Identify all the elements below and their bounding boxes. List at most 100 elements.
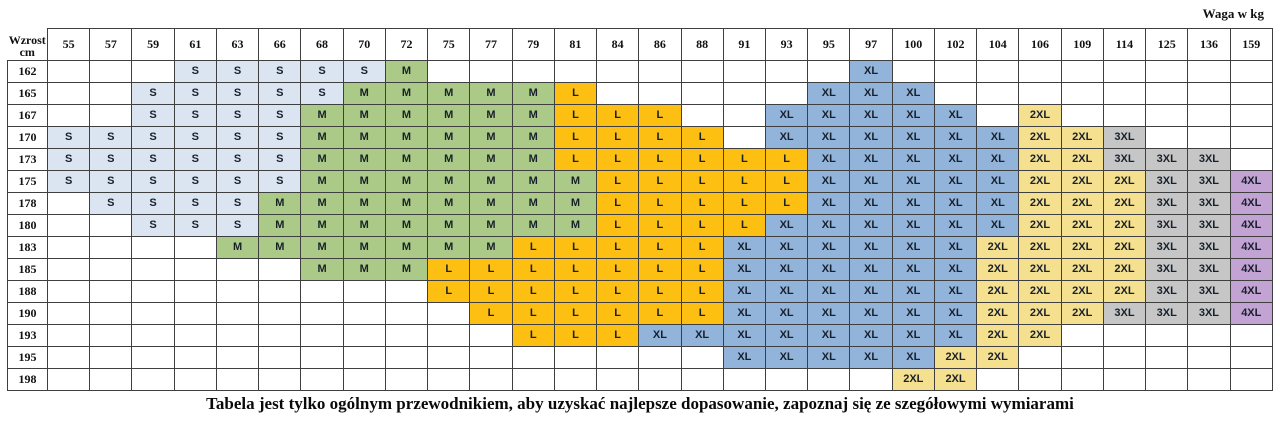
weight-header: 125 <box>1145 28 1189 61</box>
empty-cell <box>1229 323 1274 347</box>
size-cell: 2XL <box>1018 169 1062 193</box>
empty-cell <box>1060 345 1104 369</box>
size-cell: XL <box>976 191 1020 215</box>
size-cell: 3XL <box>1102 301 1147 325</box>
height-header: 180 <box>7 213 48 237</box>
empty-cell <box>891 59 935 83</box>
size-cell: XL <box>891 191 935 215</box>
size-cell: L <box>638 279 682 303</box>
size-cell: M <box>427 169 471 193</box>
empty-cell <box>976 367 1020 391</box>
size-cell: XL <box>976 147 1020 171</box>
empty-cell <box>638 367 682 391</box>
size-cell: S <box>258 59 302 83</box>
empty-cell <box>1187 323 1231 347</box>
size-cell: XL <box>849 81 893 105</box>
size-cell: XL <box>807 125 851 149</box>
size-cell: 3XL <box>1145 279 1189 303</box>
size-cell: XL <box>891 81 935 105</box>
height-header: 198 <box>7 367 48 391</box>
size-cell: XL <box>891 147 935 171</box>
weight-header: 57 <box>89 28 133 61</box>
size-cell: L <box>553 301 598 325</box>
size-cell: M <box>342 235 386 259</box>
empty-cell <box>300 279 344 303</box>
empty-cell <box>469 367 513 391</box>
empty-cell <box>1187 81 1231 105</box>
size-cell: XL <box>891 279 935 303</box>
empty-cell <box>173 345 217 369</box>
empty-cell <box>89 213 133 237</box>
size-cell: 2XL <box>1018 257 1062 281</box>
size-cell: M <box>511 191 555 215</box>
empty-cell <box>511 345 555 369</box>
size-cell: S <box>131 191 175 215</box>
empty-cell <box>342 345 386 369</box>
weight-header: 66 <box>258 28 302 61</box>
empty-cell <box>553 345 598 369</box>
table-row: 198 2XL 2XL <box>7 367 1274 391</box>
size-cell: M <box>511 81 555 105</box>
size-cell: L <box>553 81 598 105</box>
size-cell: L <box>596 103 640 127</box>
size-cell: M <box>300 235 344 259</box>
empty-cell <box>258 367 302 391</box>
size-cell: S <box>342 59 386 83</box>
size-cell: XL <box>933 147 978 171</box>
size-cell: L <box>469 301 513 325</box>
weight-header: 104 <box>976 28 1020 61</box>
height-header: 188 <box>7 279 48 303</box>
empty-cell <box>976 103 1020 127</box>
empty-cell <box>131 367 175 391</box>
size-cell: S <box>173 147 217 171</box>
empty-cell <box>1145 81 1189 105</box>
size-cell: M <box>469 169 513 193</box>
size-cell: L <box>596 257 640 281</box>
size-cell: XL <box>976 213 1020 237</box>
size-cell: XL <box>807 301 851 325</box>
empty-cell <box>46 59 91 83</box>
weight-header: 136 <box>1187 28 1231 61</box>
size-cell: S <box>258 169 302 193</box>
size-cell: L <box>553 257 598 281</box>
empty-cell <box>427 345 471 369</box>
size-cell: 3XL <box>1102 147 1147 171</box>
size-cell: 3XL <box>1187 213 1231 237</box>
empty-cell <box>1187 345 1231 369</box>
empty-cell <box>46 235 91 259</box>
size-cell: L <box>553 323 598 347</box>
empty-cell <box>384 345 429 369</box>
size-cell: 2XL <box>1102 235 1147 259</box>
size-cell: M <box>384 147 429 171</box>
size-cell: S <box>258 81 302 105</box>
size-cell: XL <box>807 169 851 193</box>
size-cell: XL <box>722 235 766 259</box>
size-cell: XL <box>722 301 766 325</box>
size-cell: XL <box>891 345 935 369</box>
size-cell: L <box>596 147 640 171</box>
size-cell: L <box>722 147 766 171</box>
empty-cell <box>1145 125 1189 149</box>
size-cell: M <box>300 103 344 127</box>
height-header: 165 <box>7 81 48 105</box>
size-cell: XL <box>849 191 893 215</box>
weight-header: 72 <box>384 28 429 61</box>
empty-cell <box>1102 59 1147 83</box>
size-cell: M <box>511 147 555 171</box>
empty-cell <box>722 59 766 83</box>
empty-cell <box>300 367 344 391</box>
size-cell: XL <box>849 345 893 369</box>
empty-cell <box>46 103 91 127</box>
size-cell: 2XL <box>1060 169 1104 193</box>
empty-cell <box>1018 345 1062 369</box>
size-cell: S <box>173 213 217 237</box>
size-cell: 2XL <box>1018 323 1062 347</box>
empty-cell <box>638 81 682 105</box>
weight-header: 63 <box>215 28 260 61</box>
empty-cell <box>215 345 260 369</box>
size-cell: 2XL <box>1018 213 1062 237</box>
size-cell: 3XL <box>1187 235 1231 259</box>
height-header: 175 <box>7 169 48 193</box>
size-cell: XL <box>849 169 893 193</box>
empty-cell <box>1102 81 1147 105</box>
